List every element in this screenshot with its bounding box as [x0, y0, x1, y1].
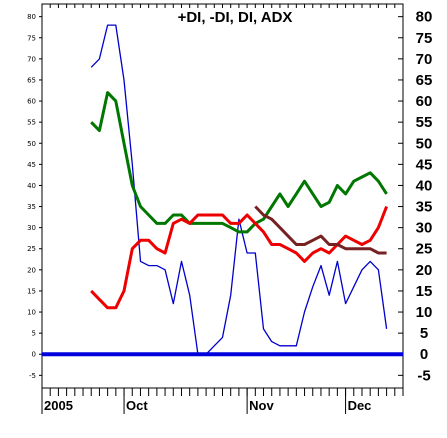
right-tick-label: 75 [416, 30, 433, 47]
left-tick-label: 60 [27, 98, 36, 106]
right-tick-label: 40 [416, 177, 433, 194]
right-tick-label: 35 [416, 199, 433, 216]
series-line-2 [90, 205, 388, 310]
left-tick-label: 50 [27, 140, 36, 148]
left-tick-label: 35 [27, 203, 36, 211]
right-tick-label: 50 [416, 135, 433, 152]
right-tick-label: 5 [420, 325, 428, 342]
right-tick-label: 80 [416, 9, 433, 26]
bottom-axis: 2005 Oct Nov Dec [41, 4, 404, 414]
right-tick-label: 45 [416, 156, 433, 173]
x-tick-label: Dec [348, 398, 372, 413]
right-tick-label: 30 [416, 220, 433, 237]
x-tick-label: 2005 [44, 398, 73, 413]
left-tick-label: 55 [27, 119, 36, 127]
right-tick-label: 15 [416, 283, 433, 300]
right-tick-label: 25 [416, 241, 433, 258]
left-tick-label: 5 [32, 330, 36, 338]
right-tick-label: -5 [417, 367, 430, 384]
series-line-1 [90, 91, 388, 234]
left-tick-label: 70 [27, 55, 36, 63]
series-line-3 [254, 205, 387, 255]
right-tick-label: 70 [416, 51, 433, 68]
left-tick-label: 40 [27, 182, 36, 190]
x-tick-label: Nov [249, 398, 274, 413]
right-tick-label: 65 [416, 72, 433, 89]
right-tick-label: 60 [416, 93, 433, 110]
left-tick-label: 80 [27, 13, 36, 21]
left-tick-label: -5 [29, 372, 36, 380]
left-tick-label: 10 [27, 309, 36, 317]
left-tick-label: 30 [27, 224, 36, 232]
x-tick-label: Oct [126, 398, 148, 413]
right-tick-label: 55 [416, 114, 433, 131]
right-tick-label: 10 [416, 304, 433, 321]
series-line-0 [90, 24, 388, 355]
left-tick-label: 15 [27, 287, 36, 295]
left-tick-label: 45 [27, 161, 36, 169]
left-tick-label: 20 [27, 266, 36, 274]
right-tick-label: 0 [420, 346, 428, 363]
chart-title: +DI, -DI, DI, ADX [178, 9, 293, 26]
left-tick-label: 65 [27, 76, 36, 84]
left-tick-label: 0 [32, 351, 36, 359]
left-tick-label: 25 [27, 245, 36, 253]
series-layer [90, 24, 388, 355]
right-tick-label: 20 [416, 262, 433, 279]
left-tick-label: 75 [27, 34, 36, 42]
